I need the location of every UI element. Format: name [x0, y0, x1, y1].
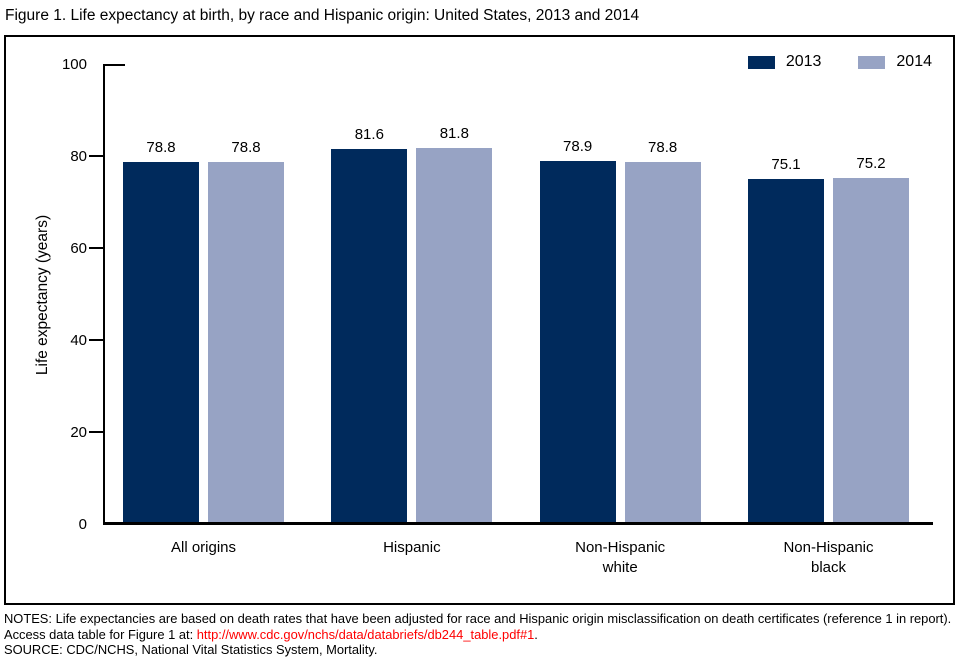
bar-value-label: 75.1	[771, 155, 801, 173]
legend-item-2014: 2014	[858, 53, 932, 71]
notes-text: NOTES: Life expectancies are based on de…	[4, 611, 952, 642]
notes-suffix: .	[534, 626, 538, 642]
y-tick-label: 80	[70, 147, 87, 165]
legend-swatch	[747, 55, 775, 69]
y-axis-line	[103, 64, 105, 524]
bar-value-label: 81.8	[439, 124, 469, 142]
bar-value-label: 78.8	[648, 138, 678, 156]
plot-area: 0 20 40 60 80 100 78.8 78.8 All origins 81.6 81.8 H…	[62, 56, 933, 576]
y-tick-label: 20	[70, 423, 87, 441]
source-line: SOURCE: CDC/NCHS, National Vital Statist…	[4, 642, 378, 657]
figure-title: Figure 1. Life expectancy at birth, by r…	[5, 7, 640, 24]
bar-2013	[123, 161, 199, 522]
legend-swatch	[858, 55, 886, 69]
y-tick-top	[105, 64, 125, 66]
chart-frame: 2013 2014 Life expectancy (years) 0 20 40 60…	[4, 35, 955, 605]
bar-value-label: 78.8	[146, 138, 176, 156]
bar-2014	[833, 178, 909, 522]
bar-value-label: 75.2	[856, 155, 886, 173]
bar-2014	[208, 161, 284, 522]
legend-item-2013: 2013	[747, 53, 822, 71]
legend-label: 2014	[896, 53, 932, 70]
bar-2014	[624, 161, 701, 522]
legend-label: 2013	[785, 53, 822, 70]
y-tick	[89, 155, 103, 157]
x-category-label: Hispanic	[383, 539, 441, 556]
y-axis-title: Life expectancy (years)	[34, 214, 51, 376]
y-tick-label: 40	[70, 331, 87, 349]
y-tick-label: 100	[61, 55, 87, 73]
y-tick	[89, 247, 103, 249]
x-category-label: Non-Hispanic white	[575, 539, 666, 576]
y-tick-label: 60	[70, 239, 87, 257]
y-tick	[89, 339, 103, 341]
y-tick	[89, 431, 103, 433]
bar-2013	[539, 161, 616, 522]
bar-2014	[416, 147, 493, 522]
bar-value-label: 78.9	[563, 138, 593, 156]
legend: 2013 2014	[747, 53, 932, 71]
bar-2013	[331, 148, 408, 522]
bar-2013	[748, 178, 824, 522]
x-axis-line	[103, 522, 933, 525]
x-category-label: Non-Hispanic black	[783, 539, 874, 576]
bar-value-label: 81.6	[354, 125, 384, 143]
data-table-link[interactable]: http://www.cdc.gov/nchs/data/databriefs/…	[196, 626, 535, 642]
y-tick-label: 0	[78, 515, 87, 533]
x-category-label: All origins	[170, 539, 237, 556]
notes: NOTES: Life expectancies are based on de…	[4, 611, 955, 658]
bar-value-label: 78.8	[231, 138, 261, 156]
